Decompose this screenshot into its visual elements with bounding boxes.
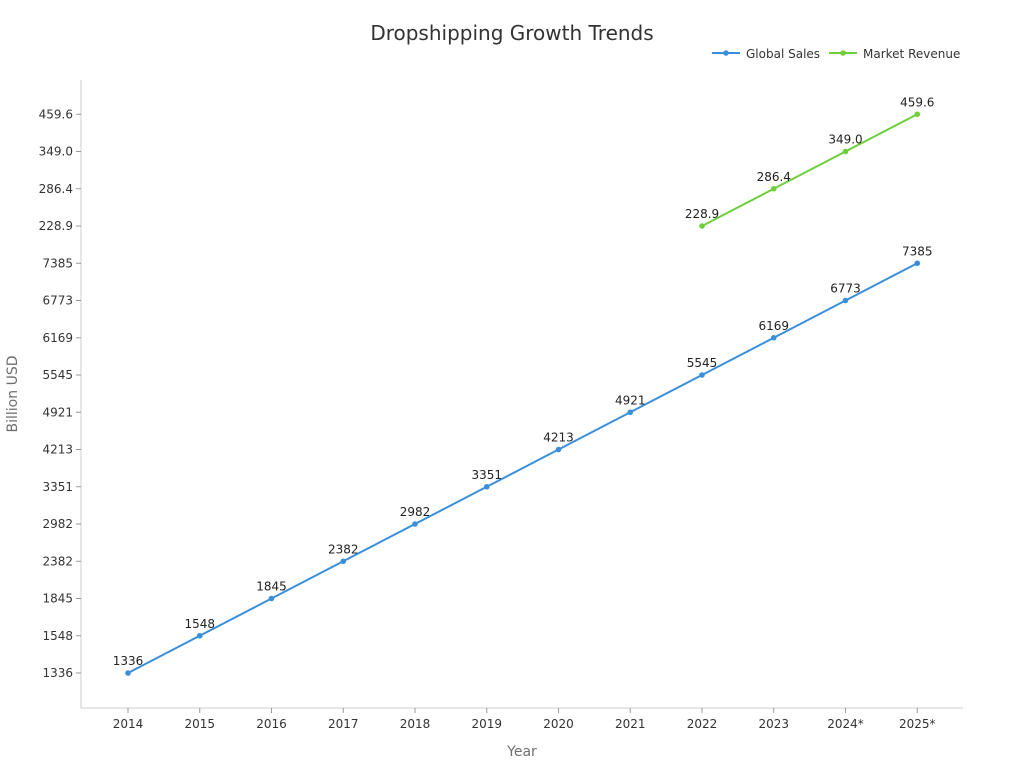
y-tick-label: 7385 — [42, 256, 73, 270]
data-point — [699, 372, 705, 378]
y-axis-title: Billion USD — [5, 356, 21, 433]
x-tick-label: 2019 — [471, 717, 502, 731]
data-point — [340, 558, 347, 565]
chart-title: Dropshipping Growth Trends — [370, 21, 653, 45]
y-tick-label: 1548 — [42, 629, 73, 643]
data-point — [914, 260, 921, 267]
data-label: 2382 — [328, 542, 359, 556]
x-tick-label: 2024* — [827, 717, 864, 731]
data-label: 1548 — [184, 617, 215, 631]
data-point — [770, 185, 777, 192]
data-point — [196, 632, 203, 639]
x-tick-label: 2015 — [184, 717, 215, 731]
data-point — [125, 670, 131, 676]
data-label: 3351 — [471, 468, 502, 482]
y-tick-label: 5545 — [42, 368, 73, 382]
x-ticks: 2014 2015 2016 2017 2018 2019 2020 2021 2022 2023… — [113, 708, 936, 731]
y-tick-label: 6773 — [42, 294, 73, 308]
y-tick-label: 228.9 — [39, 219, 73, 233]
data-point — [699, 223, 705, 229]
data-label: 5545 — [687, 356, 718, 370]
x-tick-label: 2020 — [543, 717, 574, 731]
x-tick-label: 2021 — [615, 717, 646, 731]
data-point — [842, 297, 849, 304]
x-tick-label: 2022 — [687, 717, 718, 731]
x-tick-label: 2016 — [256, 717, 287, 731]
legend: Global Sales Market Revenue — [712, 47, 960, 61]
legend-label: Global Sales — [746, 47, 820, 61]
y-ticks: 1336 1548 1845 2382 2982 3351 4213 4921 5545 6169… — [39, 107, 81, 680]
y-tick-label: 1336 — [42, 666, 73, 680]
data-label: 4213 — [543, 431, 574, 445]
y-tick-label: 6169 — [42, 331, 73, 345]
data-label: 286.4 — [757, 170, 791, 184]
x-tick-label: 2018 — [400, 717, 431, 731]
data-point — [555, 446, 562, 453]
data-point — [770, 334, 777, 341]
x-tick-label: 2014 — [113, 717, 144, 731]
legend-swatch-marker — [723, 50, 729, 56]
y-tick-label: 349.0 — [39, 145, 73, 159]
data-label: 1336 — [113, 654, 144, 668]
x-tick-label: 2025* — [899, 717, 936, 731]
data-point — [412, 521, 418, 527]
y-tick-label: 459.6 — [39, 107, 73, 121]
y-tick-label: 1845 — [42, 592, 73, 606]
y-tick-label: 4921 — [42, 405, 73, 419]
y-tick-label: 2982 — [42, 517, 73, 531]
data-label: 349.0 — [828, 133, 862, 147]
x-tick-label: 2023 — [758, 717, 789, 731]
data-label: 6169 — [758, 319, 789, 333]
y-tick-label: 286.4 — [39, 182, 73, 196]
data-label: 1845 — [256, 580, 287, 594]
data-label: 228.9 — [685, 207, 719, 221]
data-label: 4921 — [615, 393, 646, 407]
data-point — [268, 595, 275, 602]
y-tick-label: 4213 — [42, 443, 73, 457]
y-tick-label: 3351 — [42, 480, 73, 494]
legend-swatch-marker — [840, 50, 846, 56]
data-point — [914, 111, 921, 118]
data-point — [842, 148, 849, 155]
data-label: 2982 — [400, 505, 431, 519]
legend-label: Market Revenue — [863, 47, 960, 61]
data-label: 459.6 — [900, 95, 934, 109]
y-tick-label: 2382 — [42, 554, 73, 568]
series-line-0 — [127, 262, 918, 674]
series-layer: 1336 1548 1845 2382 2982 3351 4213 4921 5545 6169… — [113, 95, 934, 676]
data-point — [483, 483, 490, 490]
data-point — [627, 409, 634, 416]
series-line-1 — [701, 113, 918, 227]
x-axis-title: Year — [506, 744, 537, 760]
data-label: 6773 — [830, 282, 861, 296]
x-tick-label: 2017 — [328, 717, 359, 731]
data-label: 7385 — [902, 244, 933, 258]
